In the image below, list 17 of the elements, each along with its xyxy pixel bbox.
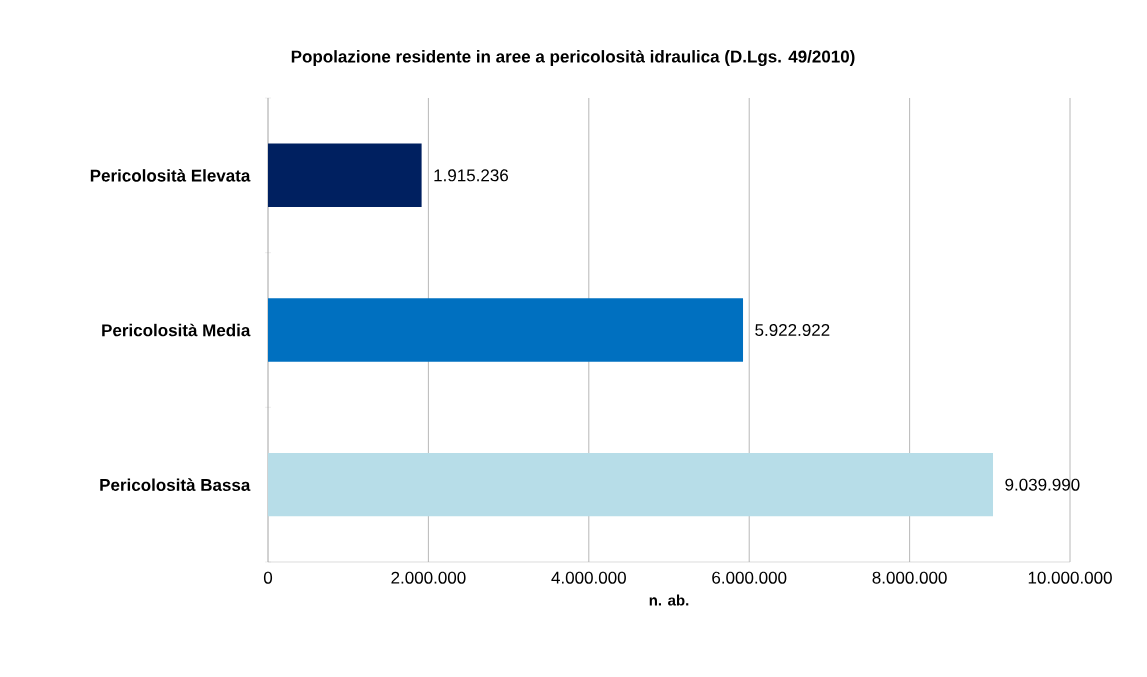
- x-tick-label: 10.000.000: [1028, 571, 1112, 584]
- data-label: 1.915.236: [434, 169, 509, 182]
- bar: [268, 298, 744, 362]
- data-label: 9.039.990: [1005, 478, 1080, 491]
- y-tick-label: Pericolosità Bassa: [100, 478, 251, 491]
- x-tick-label: 4.000.000: [551, 571, 626, 584]
- bar: [268, 143, 422, 208]
- bar: [268, 452, 994, 517]
- chart-title: Popolazione residente in aree a pericolosità idraulica (D.Lgs. 49/2010): [291, 49, 855, 67]
- x-tick-label: 0: [263, 571, 273, 584]
- y-tick-label: Pericolosità Elevata: [90, 169, 251, 182]
- data-label: 5.922.922: [755, 323, 830, 337]
- y-tick-label: Pericolosità Media: [102, 323, 251, 337]
- x-axis-title: n. ab.: [649, 594, 689, 606]
- x-tick-label: 2.000.000: [391, 571, 466, 584]
- x-tick-label: 8.000.000: [872, 571, 947, 584]
- x-tick-label: 6.000.000: [712, 571, 787, 584]
